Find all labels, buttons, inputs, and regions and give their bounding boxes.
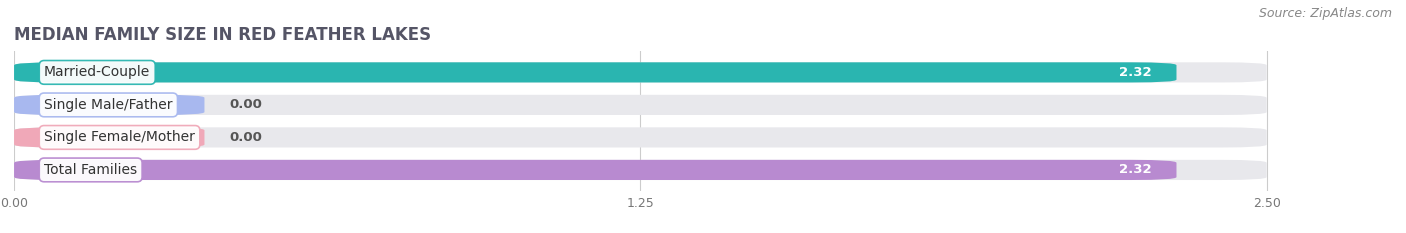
FancyBboxPatch shape [14, 160, 1267, 180]
Text: 0.00: 0.00 [229, 131, 263, 144]
Text: 2.32: 2.32 [1119, 66, 1152, 79]
FancyBboxPatch shape [14, 62, 1177, 82]
FancyBboxPatch shape [14, 95, 204, 115]
Text: MEDIAN FAMILY SIZE IN RED FEATHER LAKES: MEDIAN FAMILY SIZE IN RED FEATHER LAKES [14, 26, 432, 44]
FancyBboxPatch shape [14, 95, 1267, 115]
Text: Source: ZipAtlas.com: Source: ZipAtlas.com [1258, 7, 1392, 20]
FancyBboxPatch shape [14, 127, 204, 147]
Text: Married-Couple: Married-Couple [44, 65, 150, 79]
Text: Single Male/Father: Single Male/Father [44, 98, 173, 112]
Text: 0.00: 0.00 [229, 98, 263, 111]
Text: 2.32: 2.32 [1119, 163, 1152, 176]
Text: Single Female/Mother: Single Female/Mother [44, 130, 195, 144]
FancyBboxPatch shape [14, 160, 1177, 180]
Text: Total Families: Total Families [44, 163, 138, 177]
FancyBboxPatch shape [14, 127, 1267, 147]
FancyBboxPatch shape [14, 62, 1267, 82]
